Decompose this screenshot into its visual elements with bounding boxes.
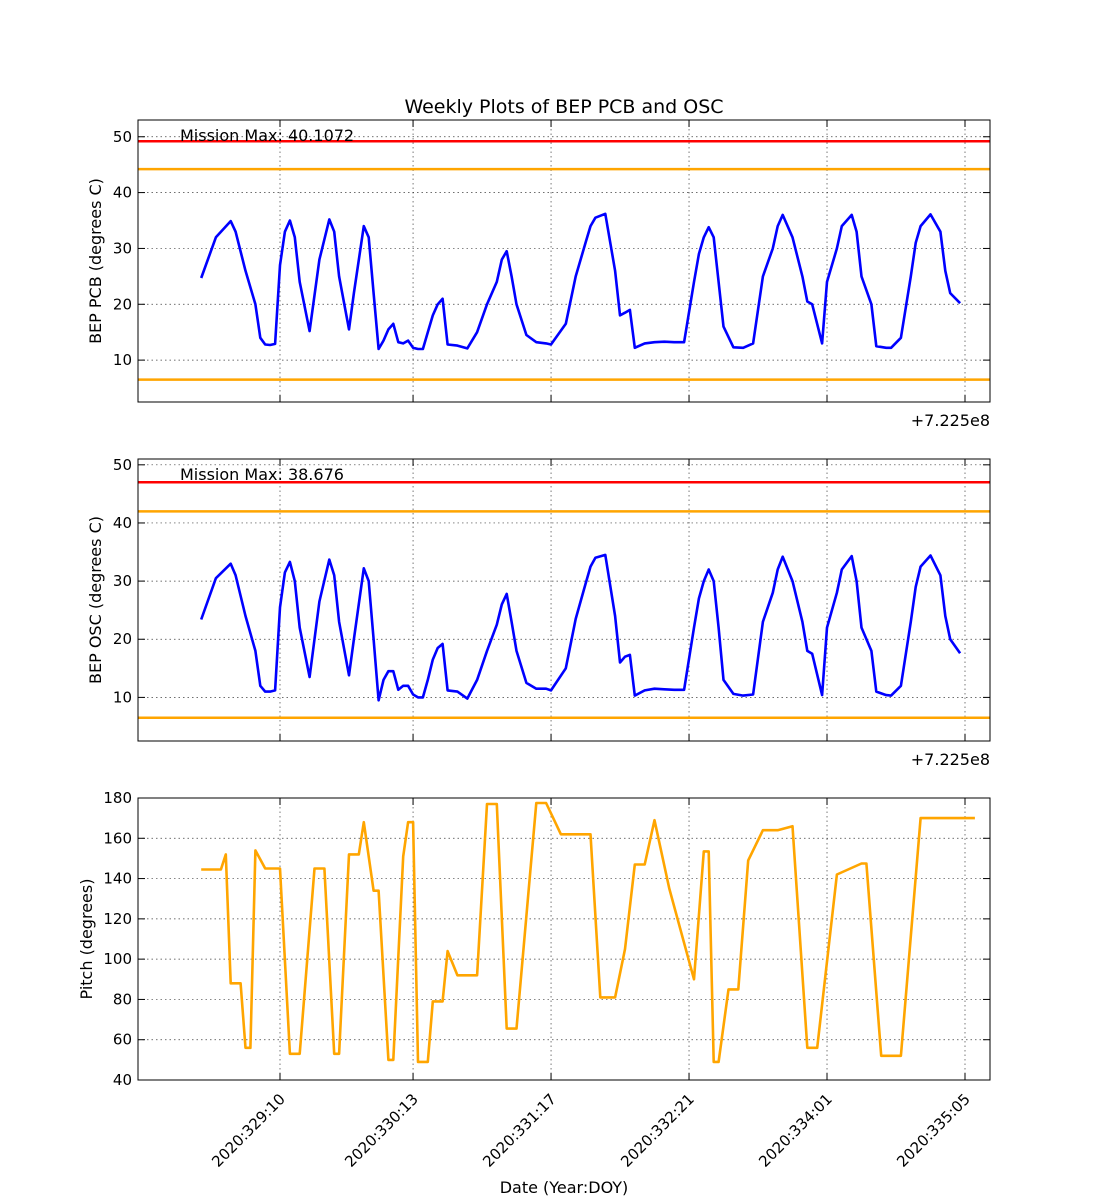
x-tick-label: 2020:331:17 [479, 1090, 560, 1171]
y-tick-label: 40 [113, 514, 132, 532]
x-offset-label: +7.225e8 [911, 750, 990, 769]
mission-max-annotation: Mission Max: 40.1072 [180, 126, 354, 145]
y-tick-label: 160 [103, 829, 132, 847]
x-tick-label: 2020:335:05 [893, 1090, 974, 1171]
pcb-series-line [199, 212, 962, 351]
y-tick-label: 30 [113, 572, 132, 590]
x-tick-label: 2020:332:21 [617, 1090, 698, 1171]
y-axis-label: Pitch (degrees) [77, 879, 96, 1000]
plot-frame [137, 458, 991, 742]
x-tick-label: 2020:330:13 [341, 1090, 422, 1171]
y-tick-label: 180 [103, 789, 132, 807]
plot-frame [137, 119, 991, 403]
y-tick-label: 140 [103, 870, 132, 888]
y-tick-label: 10 [113, 351, 132, 369]
y-tick-label: 100 [103, 950, 132, 968]
x-tick-label: 2020:329:10 [208, 1090, 289, 1171]
mission-max-annotation: Mission Max: 38.676 [180, 465, 344, 484]
y-axis-label: BEP OSC (degrees C) [86, 516, 105, 684]
y-tick-label: 120 [103, 910, 132, 928]
plot-frame [137, 797, 991, 1081]
y-tick-label: 40 [113, 184, 132, 202]
y-tick-label: 50 [113, 128, 132, 146]
y-tick-label: 10 [113, 688, 132, 706]
y-tick-label: 50 [113, 456, 132, 474]
pcb-panel: 10 20 30 40 50 BEP PCB (degrees C) Mission Max… [86, 119, 991, 430]
x-offset-label: +7.225e8 [911, 411, 990, 430]
x-tick-label: 2020:334:01 [755, 1090, 836, 1171]
y-tick-label: 40 [113, 1071, 132, 1089]
y-tick-label: 80 [113, 990, 132, 1008]
y-tick-label: 20 [113, 295, 132, 313]
osc-series-line [199, 553, 962, 702]
chart-title: Weekly Plots of BEP PCB and OSC [404, 96, 723, 118]
y-axis-label: BEP PCB (degrees C) [86, 178, 105, 344]
y-tick-label: 60 [113, 1031, 132, 1049]
osc-panel: 10 20 30 40 50 BEP OSC (degrees C) Mission Max… [86, 456, 991, 769]
pitch-panel: 2020:329:10 2020:330:13 2020:331:17 2020:33… [77, 789, 991, 1171]
y-tick-label: 30 [113, 239, 132, 257]
y-tick-label: 20 [113, 630, 132, 648]
x-axis-label: Date (Year:DOY) [500, 1178, 629, 1197]
pitch-series-line [201, 801, 975, 1064]
